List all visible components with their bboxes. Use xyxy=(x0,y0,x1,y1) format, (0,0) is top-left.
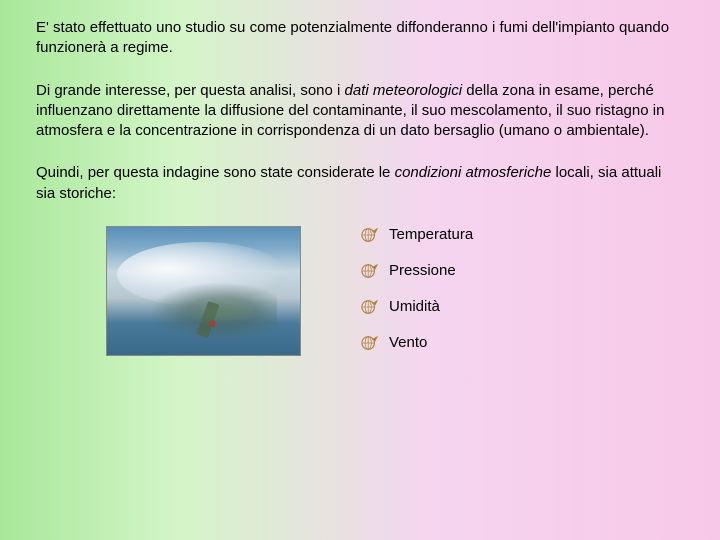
map-container xyxy=(106,226,301,356)
list-item: Umidità xyxy=(361,298,473,316)
list-item-label: Pressione xyxy=(389,262,456,279)
paragraph-2: Di grande interesse, per questa analisi,… xyxy=(36,81,684,142)
globe-pointer-icon xyxy=(361,262,379,280)
p2-part-a: Di grande interesse, per questa analisi,… xyxy=(36,82,345,99)
slide-content: E' stato effettuato uno studio su come p… xyxy=(0,0,720,390)
list-item: Vento xyxy=(361,334,473,352)
list-item-label: Vento xyxy=(389,334,427,351)
bottom-section: Temperatura Pressione Umidità Vento xyxy=(36,226,684,370)
satellite-map-image xyxy=(106,226,301,356)
list-item: Pressione xyxy=(361,262,473,280)
globe-pointer-icon xyxy=(361,334,379,352)
paragraph-3: Quindi, per questa indagine sono state c… xyxy=(36,163,684,204)
paragraph-1: E' stato effettuato uno studio su come p… xyxy=(36,18,684,59)
list-item-label: Umidità xyxy=(389,298,440,315)
list-item: Temperatura xyxy=(361,226,473,244)
italy-shape xyxy=(196,301,219,338)
list-item-label: Temperatura xyxy=(389,226,473,243)
p3-italic: condizioni atmosferiche xyxy=(395,164,552,181)
globe-pointer-icon xyxy=(361,226,379,244)
globe-pointer-icon xyxy=(361,298,379,316)
p3-part-a: Quindi, per questa indagine sono state c… xyxy=(36,164,395,181)
location-marker-icon xyxy=(209,320,216,327)
p2-italic: dati meteorologici xyxy=(345,82,463,99)
conditions-list: Temperatura Pressione Umidità Vento xyxy=(361,226,473,370)
